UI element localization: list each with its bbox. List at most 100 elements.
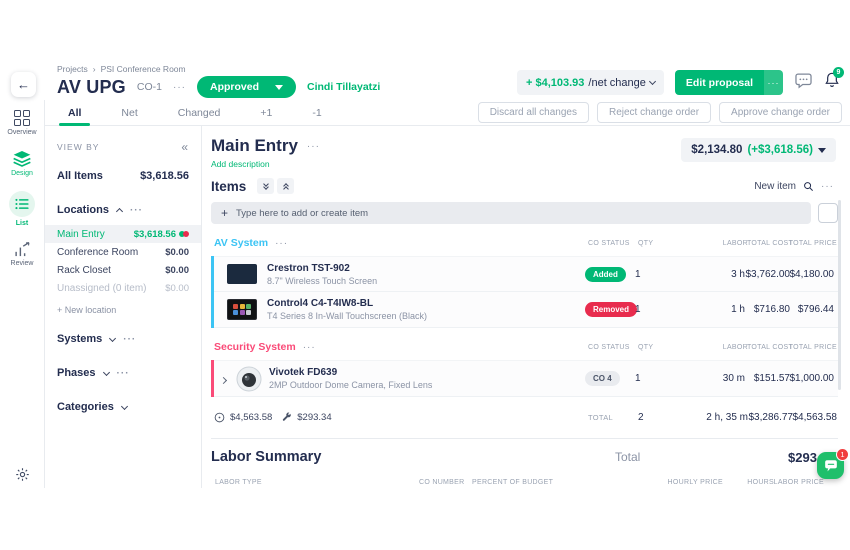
group-name[interactable]: AV System (214, 237, 269, 249)
item-total-price: $1,000.00 (789, 373, 835, 384)
tab-all[interactable]: All (59, 100, 91, 126)
total-label: TOTAL (588, 412, 613, 422)
chevron-down-icon (275, 84, 283, 90)
item-labor: 1 h (731, 304, 745, 315)
edit-proposal-button[interactable]: Edit proposal ··· (674, 70, 783, 95)
chat-icon (824, 460, 837, 472)
new-location-button[interactable]: + New location (57, 305, 117, 315)
group-more-button[interactable]: ··· (302, 341, 316, 353)
tab-minus-one[interactable]: -1 (312, 106, 322, 119)
chevron-up-icon (115, 207, 123, 216)
sidebar-item-unassigned[interactable]: Unassigned (0 item) $0.00 (57, 282, 189, 294)
sidebar-item-all-items[interactable]: All Items $3,618.56 (57, 170, 189, 182)
edit-proposal-label: Edit proposal (674, 70, 764, 95)
sidebar-item-rack-closet[interactable]: Rack Closet $0.00 (57, 264, 189, 276)
add-item-input[interactable]: + Type here to add or create item (211, 202, 811, 224)
nav-item-review[interactable]: Review (0, 241, 44, 267)
header-more-button[interactable]: ··· (172, 81, 186, 93)
nav-item-overview[interactable]: Overview (0, 110, 44, 136)
sidebar-section-locations[interactable]: Locations ··· (57, 204, 143, 216)
sidebar-section-systems[interactable]: Systems ··· (57, 333, 137, 345)
item-row-vivotek[interactable]: Vivotek FD639 2MP Outdoor Dome Camera, F… (214, 360, 838, 397)
phases-more-button[interactable]: ··· (116, 367, 130, 379)
breadcrumb-projects[interactable]: Projects (57, 64, 88, 74)
column-total-price: TOTAL PRICE (788, 239, 837, 247)
settings-button[interactable] (0, 467, 45, 482)
total-price: $4,563.58 (792, 411, 838, 423)
collapse-all-button[interactable] (277, 178, 295, 194)
expand-all-button[interactable] (257, 178, 275, 194)
nav-item-list[interactable]: List (0, 191, 44, 227)
nav-item-label: Overview (7, 129, 37, 136)
support-chat-widget[interactable]: 1 (817, 448, 849, 479)
scrollbar[interactable] (838, 200, 841, 390)
expand-row-button[interactable] (218, 370, 229, 388)
breadcrumb: Projects › PSI Conference Room (57, 64, 380, 74)
total-cost: $3,286.77 (748, 411, 794, 423)
new-item-button[interactable]: New item (754, 180, 796, 192)
group-header-security-system: Security System ··· CO STATUS QTY LABOR … (211, 339, 838, 355)
tabs-row: All Net Changed +1 -1 Discard all change… (45, 100, 850, 126)
status-badge-added: Added (585, 266, 626, 282)
reject-change-order-button[interactable]: Reject change order (596, 102, 712, 123)
tab-changed[interactable]: Changed (177, 106, 221, 119)
column-labor: LABOR (722, 343, 748, 351)
item-row-control4[interactable]: Control4 C4-T4IW8-BL T4 Series 8 In-Wall… (214, 292, 838, 328)
chat-bubble-icon (795, 73, 812, 89)
net-change-amount: + $4,103.93 (525, 76, 585, 89)
item-name: Control4 C4-T4IW8-BL (267, 298, 374, 309)
plus-icon: + (221, 206, 229, 220)
owner-name[interactable]: Cindi Tillayatzi (307, 81, 381, 93)
back-button[interactable]: ← (11, 72, 36, 97)
group-header-av-system: AV System ··· CO STATUS QTY LABOR TOTAL … (211, 235, 838, 251)
tab-net[interactable]: Net (121, 106, 138, 119)
item-labor: 30 m (722, 373, 745, 384)
nav-item-design[interactable]: Design (0, 150, 44, 177)
search-icon[interactable] (803, 181, 814, 192)
top-header: Projects › PSI Conference Room AV UPG CO… (45, 60, 850, 100)
item-description: 2MP Outdoor Dome Camera, Fixed Lens (269, 380, 433, 390)
item-qty: 1 (635, 304, 641, 315)
notifications-button[interactable]: 9 (824, 67, 844, 94)
item-name: Vivotek FD639 (269, 367, 338, 378)
group-name[interactable]: Security System (214, 341, 296, 353)
nav-rail: Overview Design List (0, 100, 45, 488)
layers-icon (13, 151, 31, 167)
equipment-total: $4,563.58 (230, 411, 273, 423)
location-more-button[interactable]: ··· (306, 140, 320, 152)
list-icon (9, 191, 35, 217)
location-price-dropdown[interactable]: $2,134.80 (+$3,618.56) (681, 138, 836, 162)
sidebar-item-conference-room[interactable]: Conference Room $0.00 (57, 246, 189, 258)
status-dropdown[interactable]: Approved (196, 76, 296, 98)
locations-more-button[interactable]: ··· (129, 204, 143, 216)
tab-plus-one[interactable]: +1 (260, 106, 273, 119)
change-order-label: CO-1 (136, 81, 162, 93)
sidebar-item-main-entry[interactable]: Main Entry $3,618.56 (45, 225, 201, 243)
equipment-cost-icon (214, 412, 225, 422)
column-labor-price: LABOR PRICE (773, 479, 824, 486)
edit-proposal-more-button[interactable]: ··· (764, 70, 783, 95)
wrench-icon (283, 412, 292, 421)
overview-grid-icon (14, 110, 30, 126)
net-change-dropdown[interactable]: + $4,103.93 /net change (516, 70, 664, 95)
add-description-link[interactable]: Add description (211, 159, 270, 169)
column-qty: QTY (638, 239, 654, 247)
item-row-crestron[interactable]: Crestron TST-902 8.7" Wireless Touch Scr… (214, 256, 838, 292)
discard-all-changes-button[interactable]: Discard all changes (477, 102, 589, 123)
items-more-button[interactable]: ··· (821, 180, 834, 192)
select-all-checkbox[interactable] (818, 203, 838, 223)
chevron-down-icon (120, 402, 128, 410)
breadcrumb-project-name[interactable]: PSI Conference Room (100, 64, 186, 74)
change-indicator-dots (179, 231, 189, 237)
nav-item-label: List (15, 220, 29, 227)
notification-badge: 9 (833, 67, 844, 78)
collapse-sidebar-button[interactable]: « (181, 140, 189, 154)
group-more-button[interactable]: ··· (275, 237, 289, 249)
sidebar-section-categories[interactable]: Categories (45, 397, 201, 417)
sidebar-section-phases[interactable]: Phases ··· (57, 367, 130, 379)
item-total-cost: $151.57 (753, 373, 790, 384)
systems-more-button[interactable]: ··· (123, 333, 137, 345)
approve-change-order-button[interactable]: Approve change order (719, 102, 842, 123)
comments-button[interactable] (794, 71, 813, 95)
item-total-price: $796.44 (797, 304, 834, 315)
